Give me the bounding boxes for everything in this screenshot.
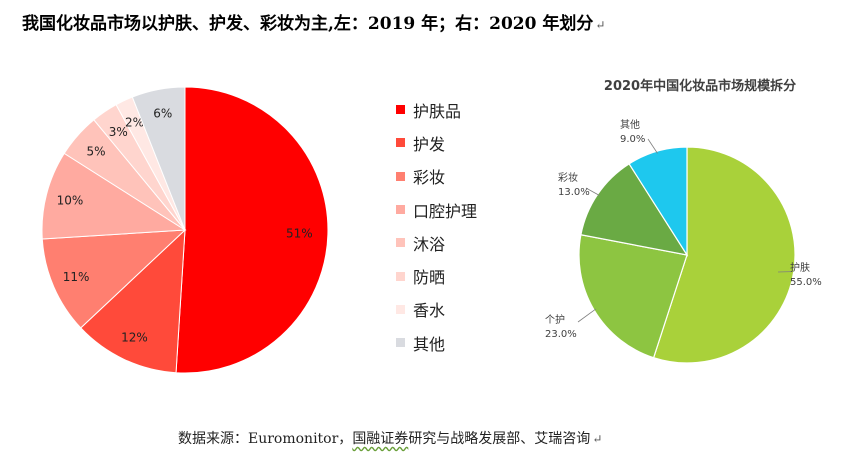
legend-label: 沐浴 [413,234,446,254]
slice-label-2019-other: 6% [153,106,172,120]
slice-2019-haircare [80,228,186,374]
paragraph-mark: ↵ [595,18,606,32]
leader-line-2020 [585,187,600,196]
legend-item-sunscreen: 防晒 [396,259,477,292]
legend-swatch [396,171,405,181]
slice-2020-oralcare [628,146,688,258]
legend-item-oralcare: 口腔护理 [396,193,477,226]
legend-item-skincare: 护肤品 [396,93,477,126]
legend-swatch [396,304,405,314]
legend-label: 口腔护理 [413,201,478,221]
legend-swatch [396,271,405,281]
source-prefix: 数据来源：Euromonitor， [178,431,353,447]
legend-swatch [396,338,405,348]
slice-value-2020: 9.0% [620,134,645,145]
leader-line-2020 [647,138,658,154]
source-note: 数据来源：Euromonitor，国融证券研究与战略发展部、艾瑞咨询 ↵ [178,428,778,448]
slice-label-2019-oralcare: 10% [57,194,84,208]
slice-label-2019-haircare: 12% [121,330,148,344]
legend-item-bath: 沐浴 [396,226,477,259]
legend-item-haircare: 护发 [396,126,477,159]
legend-label: 护发 [413,134,446,154]
legend-swatch [396,205,405,215]
legend-item-perfume: 香水 [396,293,477,326]
legend-label: 彩妆 [413,168,446,188]
legend-swatch [396,138,405,148]
slice-label-2019-perfume: 2% [125,116,144,130]
chart-title-2020: 2020年中国化妆品市场规模拆分 [604,78,796,94]
page-title: 我国化妆品市场以护肤、护发、彩妆为主,左：2019 年；右：2020 年划分 ↵ [22,9,822,34]
slice-label-2019-makeup: 11% [63,270,90,284]
source-highlight: 国融证券 [352,431,409,447]
legend-label: 防晒 [413,268,446,288]
legend-item-makeup: 彩妆 [396,160,477,193]
legend-label: 其他 [413,334,446,354]
slice-value-2020: 13.0% [558,187,590,198]
slice-category-2020: 个护 [545,313,565,326]
pie-chart-2019: 51% 12% 11% 10% 5% 3%2% 6% [41,86,329,374]
slice-label-2019-sunscreen: 3% [109,125,128,139]
slice-value-2020: 55.0% [790,277,822,288]
legend-label: 香水 [413,301,446,321]
legend-swatch [396,105,405,115]
slice-2019-makeup [41,229,187,329]
leader-line-2020 [577,308,597,323]
paragraph-mark: ↵ [592,432,603,446]
slice-value-2020: 23.0% [545,329,577,340]
slice-2019-skincare [175,86,329,374]
legend-item-other: 其他 [396,326,477,359]
slice-2019-oralcare [41,152,187,240]
slice-2019-other [131,86,186,231]
slice-category-2020: 护肤 [790,261,810,274]
legend-swatch [396,238,405,248]
slice-category-2020: 彩妆 [558,171,578,184]
title-text: 我国化妆品市场以护肤、护发、彩妆为主,左：2019 年；右：2020 年划分 [22,14,594,34]
legend-2019: 护肤品 护发 彩妆 口腔护理 沐浴 防晒 香水 其他 [396,93,477,359]
slice-label-2019-skincare: 51% [286,227,313,241]
legend-label: 护肤品 [413,101,462,121]
slice-label-2019-bath: 5% [86,145,105,159]
slice-2020-skincare [652,146,796,364]
source-suffix: 研究与战略发展部、艾瑞咨询 [408,431,591,447]
slice-category-2020: 其他 [620,118,640,131]
